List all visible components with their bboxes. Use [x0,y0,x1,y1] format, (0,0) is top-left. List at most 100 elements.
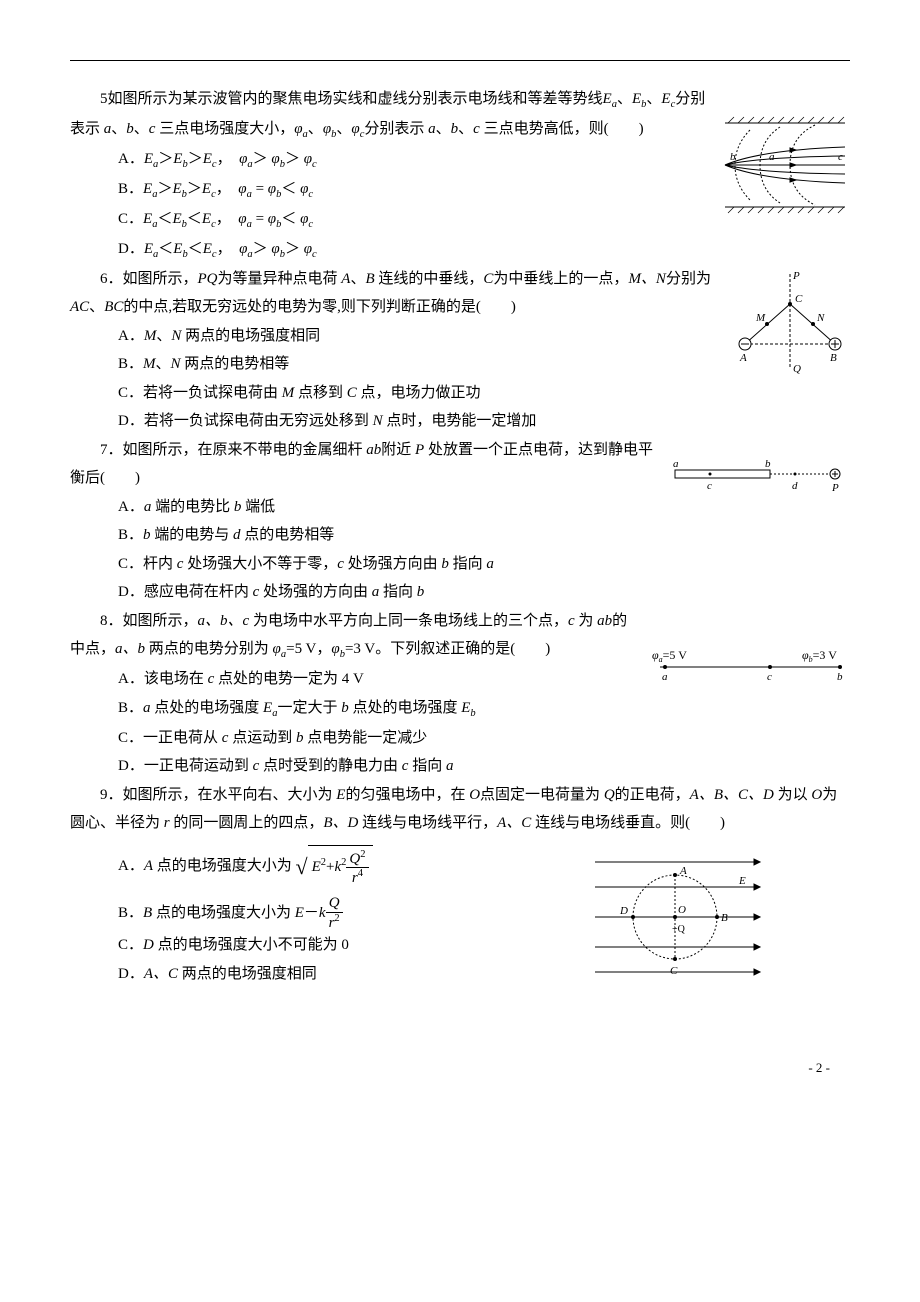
sym: D [143,937,154,953]
t: 指向 [449,556,487,572]
sym: M [282,385,295,401]
sym: M [143,356,156,372]
t: D．若将一负试探电荷由无穷远处移到 [118,413,373,429]
q7-optA: A．a 端的电势比 b 端低 [118,493,850,522]
sym: N [373,413,383,429]
t: 7．如图所示，在原来不带电的金属细杆 [100,442,366,458]
q7-optB: B．b 端的电势与 d 点的电势相等 [118,521,850,550]
q8-optD: D．一正电荷运动到 c 点时受到的静电力由 c 指向 a [118,752,850,781]
t: 点的电场强度大小为 [153,858,296,874]
svg-text:c: c [707,480,712,492]
page-number: - 2 - [70,1056,850,1081]
t: 连线的中垂线， [375,271,484,287]
t: A． [118,328,144,344]
svg-text:b: b [837,671,843,683]
sym: PQ [198,271,218,287]
t: B． [118,527,143,543]
sym: A、B、C、D [690,787,774,803]
t: 附近 [381,442,415,458]
t: 点的电势相等 [241,527,335,543]
svg-text:B: B [830,352,837,364]
svg-text:C: C [795,293,803,305]
sym: a、b [115,641,145,657]
sym: Q [604,787,615,803]
svg-text:d: d [792,480,798,492]
t: 的匀强电场中，在 [345,787,469,803]
t: 指向 [408,758,446,774]
t: C． [118,211,143,227]
sym: c [473,121,480,137]
svg-text:N: N [816,312,825,324]
t: 点固定一电荷量为 [480,787,604,803]
sym: φ [323,121,331,137]
sym: M、N [628,271,666,287]
sym: a [428,121,436,137]
q7-optD: D．感应电荷在杆内 c 处场强的方向由 a 指向 b [118,578,850,607]
q6-optC: C．若将一负试探电荷由 M 点移到 C 点，电场力做正功 [118,379,850,408]
sym: c [568,613,575,629]
t: 处场强大小不等于零， [183,556,337,572]
t: D．感应电荷在杆内 [118,584,253,600]
sym: b [470,708,475,719]
sym: E [603,91,612,107]
sym: ab [366,442,381,458]
svg-text:φa=5 V: φa=5 V [652,648,687,664]
t: 两点的电势分别为 [145,641,273,657]
q7-figure: a b c d P [670,456,850,496]
sym: φ [351,121,359,137]
t: D． [118,966,144,982]
t: 分别为 [666,271,711,287]
svg-text:b: b [730,151,736,163]
t: 点的电场强度大小不可能为 0 [154,937,349,953]
t: A． [118,499,144,515]
t: 点运动到 [228,730,296,746]
page-container: b a c 5如图所示为某示波管内的聚焦电场实线和虚线分别表示电场线和等差等势线… [40,0,880,1120]
svg-text:C: C [670,965,678,977]
sym: b [441,556,449,572]
t: 点处的电场强度 [151,700,264,716]
sym: a [143,700,151,716]
q7-options: A．a 端的电势比 b 端低 B．b 端的电势与 d 点的电势相等 C．杆内 c… [70,493,850,607]
sym: A、C [497,815,531,831]
t: 6．如图所示， [100,271,198,287]
svg-text:P: P [831,482,839,494]
q7-optC: C．杆内 c 处场强大小不等于零，c 处场强方向由 b 指向 a [118,550,850,579]
q5-optD: D．Ea＜Eb＜Ec， φa＞ φb＞ φc [118,235,850,265]
svg-text:A: A [679,865,687,877]
svg-text:+Q: +Q [672,924,686,935]
sym: a [486,556,494,572]
t: 指向 [379,584,417,600]
sym: B、D [323,815,358,831]
t: 端低 [241,499,275,515]
sym: E [661,91,670,107]
sym: c [337,556,344,572]
sym: N [171,356,181,372]
t: 点，电场力做正功 [357,385,481,401]
q6-optD: D．若将一负试探电荷由无穷远处移到 N 点时，电势能一定增加 [118,407,850,436]
t: 点移到 [294,385,347,401]
sym: BC [104,299,123,315]
q9-stem: 9．如图所示，在水平向右、大小为 E的匀强电场中，在 O点固定一电荷量为 Q的正… [70,781,850,838]
t: C． [118,937,143,953]
t: 端的电势比 [151,499,234,515]
t: 为电场中水平方向上同一条电场线上的三个点， [249,613,568,629]
t: 为 [575,613,598,629]
t: 的同一圆周上的四点， [170,815,324,831]
header-rule [70,60,850,61]
sym: ab [597,613,612,629]
t: B． [118,181,143,197]
svg-text:E: E [738,875,746,887]
q8-optC: C．一正电荷从 c 点运动到 b 点电势能一定减少 [118,724,850,753]
svg-text:a: a [662,671,668,683]
sym: A、C [144,966,178,982]
sym: b [641,99,646,110]
sym: a、b、c [198,613,250,629]
sym: b [451,121,459,137]
sym: φ [273,641,281,657]
t: C．若将一负试探电荷由 [118,385,282,401]
sym: a [303,129,308,140]
svg-text:b: b [765,458,771,470]
sym: φ [331,641,339,657]
sym: a [446,758,454,774]
sym: N [171,328,181,344]
